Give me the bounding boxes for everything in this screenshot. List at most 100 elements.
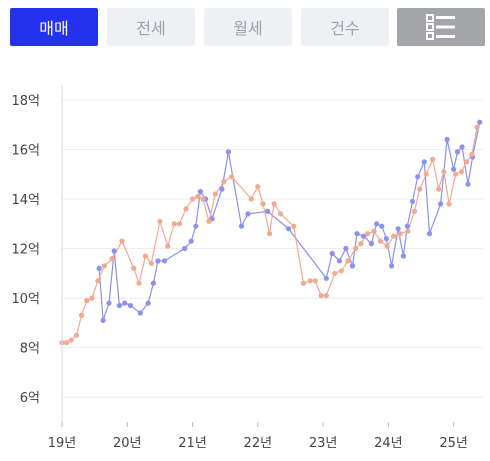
data-point-series-1[interactable] [397, 231, 403, 237]
data-point-series-0[interactable] [421, 159, 427, 165]
data-point-series-0[interactable] [111, 248, 117, 254]
data-point-series-0[interactable] [182, 245, 188, 252]
data-point-series-1[interactable] [391, 233, 397, 239]
data-point-series-0[interactable] [265, 208, 271, 214]
data-point-series-0[interactable] [379, 223, 385, 229]
data-point-series-0[interactable] [343, 245, 349, 252]
data-point-series-0[interactable] [383, 236, 389, 242]
data-point-series-0[interactable] [395, 226, 401, 232]
data-point-series-1[interactable] [95, 278, 101, 284]
list-view-button[interactable] [397, 8, 485, 46]
data-point-series-1[interactable] [109, 255, 115, 262]
data-point-series-0[interactable] [454, 149, 461, 155]
data-point-series-0[interactable] [150, 280, 156, 286]
data-point-series-0[interactable] [225, 149, 231, 155]
data-point-series-1[interactable] [371, 228, 377, 234]
data-point-series-1[interactable] [195, 193, 201, 200]
tab-jeonse[interactable]: 전세 [107, 8, 195, 46]
data-point-series-0[interactable] [409, 198, 416, 205]
data-point-series-1[interactable] [377, 238, 384, 244]
data-point-series-1[interactable] [318, 293, 324, 299]
data-point-series-1[interactable] [68, 337, 74, 343]
data-point-series-1[interactable] [446, 201, 452, 207]
data-point-series-0[interactable] [389, 263, 395, 269]
data-point-series-1[interactable] [221, 179, 227, 185]
data-point-series-0[interactable] [459, 144, 465, 150]
data-point-series-0[interactable] [188, 238, 194, 244]
data-point-series-1[interactable] [474, 124, 480, 130]
data-point-series-1[interactable] [89, 295, 95, 301]
data-point-series-1[interactable] [136, 280, 142, 286]
data-point-series-1[interactable] [300, 280, 307, 286]
data-point-series-1[interactable] [165, 243, 171, 249]
data-point-series-0[interactable] [465, 181, 471, 187]
data-point-series-1[interactable] [248, 196, 254, 202]
data-point-series-1[interactable] [411, 208, 418, 214]
data-point-series-1[interactable] [405, 228, 411, 234]
data-point-series-1[interactable] [278, 211, 284, 217]
data-point-series-0[interactable] [161, 258, 168, 264]
data-point-series-1[interactable] [358, 241, 364, 247]
data-point-series-1[interactable] [212, 191, 218, 197]
data-point-series-1[interactable] [260, 201, 266, 207]
tab-count[interactable]: 건수 [301, 8, 389, 46]
data-point-series-1[interactable] [157, 218, 163, 224]
data-point-series-1[interactable] [255, 184, 261, 190]
data-point-series-1[interactable] [441, 169, 447, 175]
data-point-series-1[interactable] [364, 231, 371, 237]
data-point-series-1[interactable] [353, 245, 359, 252]
data-point-series-0[interactable] [193, 223, 199, 229]
data-point-series-1[interactable] [453, 171, 459, 177]
data-point-series-0[interactable] [404, 223, 410, 229]
data-point-series-0[interactable] [477, 119, 483, 125]
data-point-series-0[interactable] [374, 221, 380, 227]
data-point-series-1[interactable] [307, 278, 313, 284]
data-point-series-1[interactable] [345, 258, 351, 264]
data-point-series-0[interactable] [323, 275, 329, 281]
data-point-series-1[interactable] [430, 156, 436, 162]
data-point-series-1[interactable] [436, 186, 442, 192]
data-point-series-0[interactable] [245, 211, 251, 217]
data-point-series-1[interactable] [469, 151, 475, 157]
data-point-series-0[interactable] [219, 186, 225, 192]
data-point-series-1[interactable] [176, 221, 183, 227]
data-point-series-1[interactable] [206, 218, 212, 224]
data-point-series-1[interactable] [200, 196, 206, 202]
data-point-series-0[interactable] [155, 258, 161, 264]
data-point-series-1[interactable] [271, 201, 277, 207]
data-point-series-1[interactable] [64, 340, 70, 346]
data-point-series-1[interactable] [323, 293, 329, 299]
data-point-series-0[interactable] [336, 258, 342, 264]
data-point-series-0[interactable] [100, 317, 106, 323]
data-point-series-0[interactable] [444, 136, 450, 143]
data-point-series-1[interactable] [142, 253, 149, 259]
data-point-series-1[interactable] [384, 243, 390, 249]
data-point-series-1[interactable] [312, 278, 318, 284]
data-point-series-0[interactable] [122, 300, 128, 306]
data-point-series-1[interactable] [101, 263, 107, 269]
data-point-series-1[interactable] [291, 223, 297, 229]
data-point-series-0[interactable] [426, 231, 433, 237]
data-point-series-1[interactable] [189, 196, 196, 202]
data-point-series-1[interactable] [171, 221, 177, 227]
data-point-series-1[interactable] [417, 186, 423, 192]
data-point-series-0[interactable] [127, 302, 134, 309]
data-point-series-0[interactable] [106, 300, 112, 306]
data-point-series-1[interactable] [423, 171, 429, 177]
data-point-series-1[interactable] [148, 260, 154, 266]
tab-sale[interactable]: 매매 [10, 8, 98, 46]
data-point-series-1[interactable] [79, 312, 85, 318]
data-point-series-0[interactable] [400, 253, 406, 259]
data-point-series-0[interactable] [361, 233, 367, 239]
data-point-series-1[interactable] [458, 169, 465, 175]
data-point-series-0[interactable] [354, 231, 360, 237]
data-point-series-0[interactable] [116, 302, 122, 309]
data-point-series-1[interactable] [84, 298, 90, 304]
data-point-series-0[interactable] [438, 201, 444, 207]
data-point-series-0[interactable] [349, 263, 356, 269]
data-point-series-0[interactable] [415, 174, 421, 180]
data-point-series-0[interactable] [96, 265, 102, 271]
data-point-series-0[interactable] [145, 300, 151, 306]
data-point-series-1[interactable] [119, 238, 125, 244]
data-point-series-1[interactable] [73, 332, 79, 338]
